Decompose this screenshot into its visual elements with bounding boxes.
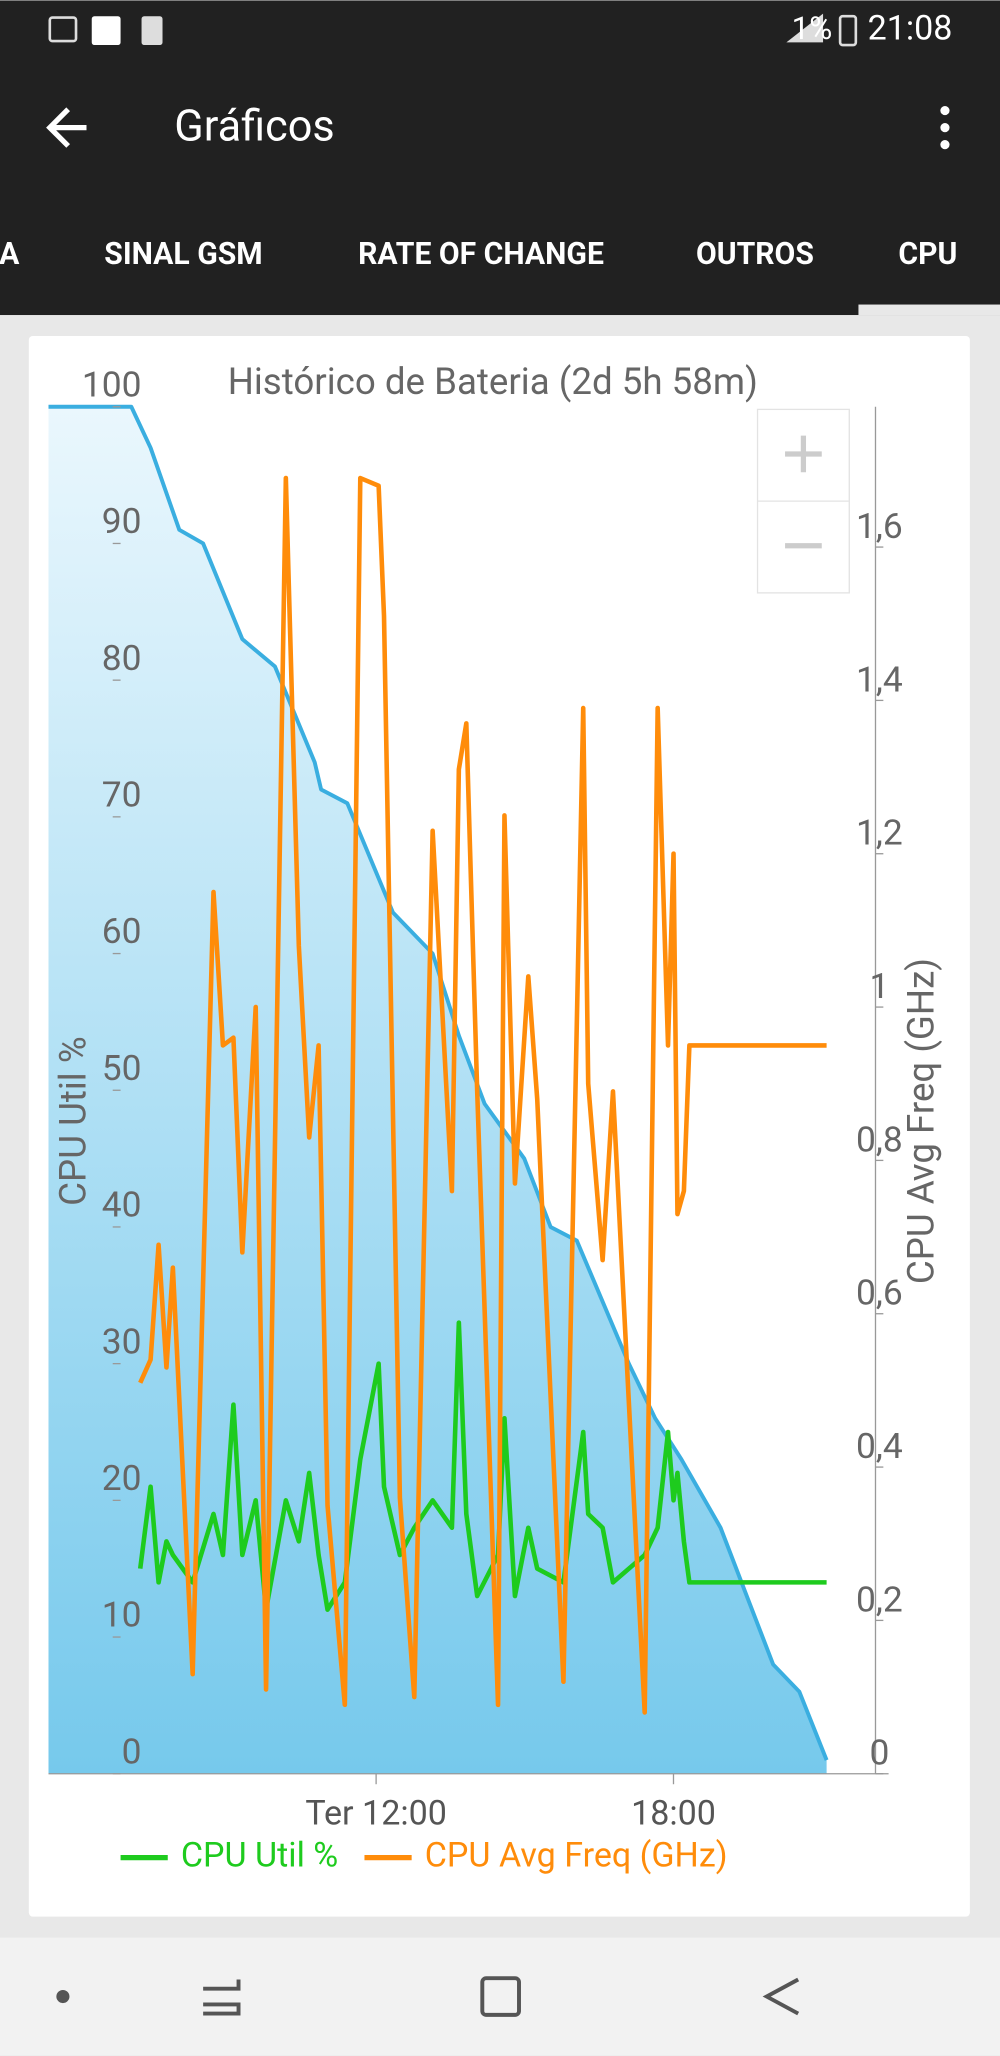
zoom-in[interactable] <box>785 435 822 473</box>
y-tick-label: 80 <box>102 637 142 679</box>
tab[interactable]: CPU <box>898 237 957 272</box>
y2-tick-label: 0,6 <box>856 1272 903 1314</box>
menu-button[interactable] <box>940 105 950 150</box>
tab[interactable]: A <box>0 237 20 272</box>
y-tick-label: 70 <box>102 774 142 816</box>
y-tick-label: 20 <box>102 1457 142 1499</box>
header <box>0 0 1000 316</box>
recent-apps[interactable] <box>203 1979 241 2016</box>
y2-tick-label: 1,4 <box>856 658 903 700</box>
y-tick-label: 60 <box>102 910 142 952</box>
back-button[interactable] <box>46 107 87 148</box>
home-button[interactable] <box>480 1976 521 2017</box>
y-tick-label: 40 <box>102 1184 142 1226</box>
y2-tick-label: 1 <box>869 965 889 1007</box>
y2-tick-label: 0 <box>869 1732 889 1774</box>
nav-back[interactable] <box>762 1977 800 2016</box>
legend-label: CPU Util % <box>181 1836 338 1876</box>
series-line <box>137 1320 827 1612</box>
y-tick-label: 10 <box>102 1594 142 1636</box>
y-tick-label: 0 <box>122 1730 142 1772</box>
clock: 21:08 <box>868 9 953 49</box>
y-tick-label: 50 <box>102 1047 142 1089</box>
nav-dot <box>56 1989 70 2004</box>
tab-indicator <box>858 304 1000 316</box>
y-tick-label: 30 <box>102 1320 142 1362</box>
chart-title: Histórico de Bateria (2d 5h 58m) <box>228 360 758 403</box>
x-tick-label: 18:00 <box>631 1794 716 1834</box>
series-line <box>48 404 829 1761</box>
y-tick-label: 90 <box>102 500 142 542</box>
nav-bar <box>0 1937 1000 2056</box>
y-tick-label: 100 <box>82 363 142 405</box>
y2-tick-label: 0,2 <box>856 1578 903 1620</box>
y2-axis-label: CPU Avg Freq (GHz) <box>900 958 943 1284</box>
y2-tick-label: 0,8 <box>856 1118 903 1160</box>
y-axis-label: CPU Util % <box>52 1036 95 1206</box>
series-line <box>138 475 827 1715</box>
tab[interactable]: RATE OF CHANGE <box>358 237 604 272</box>
legend-label: CPU Avg Freq (GHz) <box>425 1836 728 1876</box>
x-tick-label: Ter 12:00 <box>305 1794 447 1834</box>
tab[interactable]: SINAL GSM <box>104 237 262 272</box>
tab[interactable]: OUTROS <box>696 237 814 272</box>
y2-tick-label: 1,2 <box>856 812 903 854</box>
battery-text: 1% <box>792 10 833 47</box>
y2-tick-label: 0,4 <box>856 1425 903 1467</box>
status-icons <box>48 13 858 47</box>
app-title: Gráficos <box>174 100 334 151</box>
y2-tick-label: 1,6 <box>856 505 903 547</box>
